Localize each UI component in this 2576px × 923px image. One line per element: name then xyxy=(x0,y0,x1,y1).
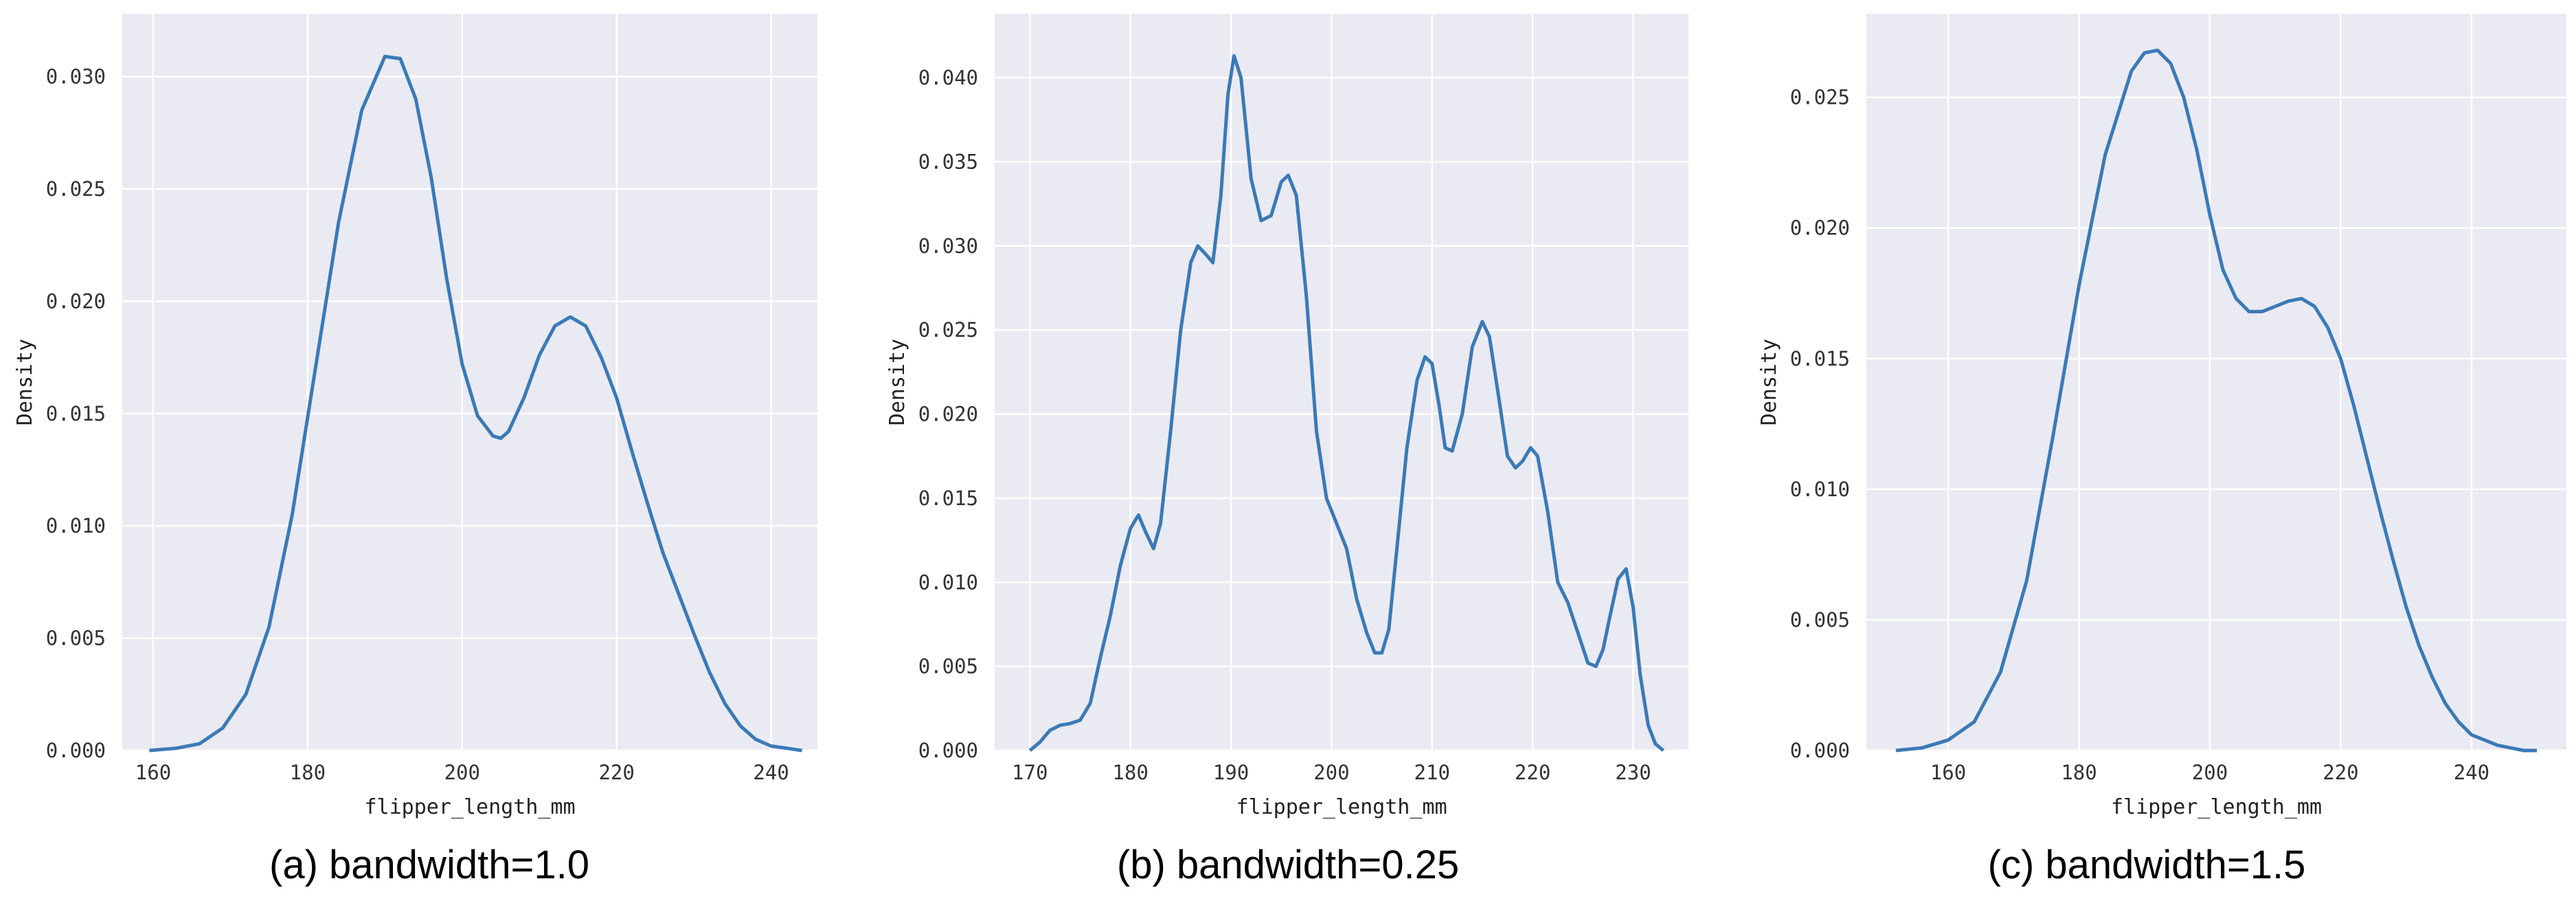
y-tick-label: 0.010 xyxy=(46,514,106,537)
chart-panel: 160 180 200 220 240 0.000 0.005 0.010 0.015 0.020… xyxy=(1717,0,2576,923)
y-tick-label: 0.010 xyxy=(1790,478,1850,501)
x-tick-label: 220 xyxy=(2323,761,2358,784)
plot-area xyxy=(1866,14,2566,750)
y-tick-label: 0.015 xyxy=(918,487,978,510)
kde-chart: 160 180 200 220 240 0.000 0.005 0.010 0.015 0.020… xyxy=(13,14,817,819)
x-tick-label: 160 xyxy=(135,761,171,784)
x-axis-label: flipper_length_mm xyxy=(364,795,575,819)
x-axis-label: flipper_length_mm xyxy=(2111,795,2322,819)
x-tick-label: 200 xyxy=(1313,761,1349,784)
y-tick-label: 0.005 xyxy=(1790,608,1850,632)
y-tick-label: 0.015 xyxy=(46,402,106,425)
y-tick-label: 0.020 xyxy=(1790,216,1850,240)
y-tick-label: 0.030 xyxy=(46,65,106,89)
y-tick-label: 0.030 xyxy=(918,234,978,258)
panel-caption: (c) bandwidth=1.5 xyxy=(1987,843,2306,887)
y-tick-label: 0.015 xyxy=(1790,347,1850,370)
panel-caption: (a) bandwidth=1.0 xyxy=(269,843,589,887)
x-tick-label: 180 xyxy=(1112,761,1148,784)
x-tick-label: 230 xyxy=(1615,761,1651,784)
y-tick-label: 0.010 xyxy=(918,570,978,594)
x-tick-label: 180 xyxy=(2061,761,2097,784)
x-tick-label: 180 xyxy=(290,761,326,784)
y-tick-label: 0.020 xyxy=(918,403,978,426)
y-tick-label: 0.000 xyxy=(918,739,978,762)
y-tick-label: 0.025 xyxy=(1790,86,1850,109)
y-axis-label: Density xyxy=(1757,339,1781,425)
y-axis-label: Density xyxy=(13,339,37,425)
density-curve xyxy=(1895,48,2538,753)
plot-area xyxy=(122,14,817,750)
x-tick-label: 170 xyxy=(1012,761,1048,784)
y-tick-label: 0.000 xyxy=(46,739,106,762)
x-tick-label: 210 xyxy=(1414,761,1450,784)
x-tick-label: 200 xyxy=(2192,761,2228,784)
y-tick-label: 0.020 xyxy=(46,289,106,313)
y-tick-label: 0.005 xyxy=(46,627,106,650)
x-tick-label: 240 xyxy=(753,761,789,784)
y-tick-label: 0.035 xyxy=(918,150,978,173)
density-curve xyxy=(1028,54,1665,752)
plot-area xyxy=(995,14,1688,750)
kde-chart: 170 180 190 200 210 220 230 0.000 0.005 0.010 0.01… xyxy=(885,14,1688,819)
y-axis-label: Density xyxy=(885,339,909,425)
x-tick-label: 200 xyxy=(444,761,480,784)
chart-panel: 170 180 190 200 210 220 230 0.000 0.005 0.010 0.01… xyxy=(859,0,1717,923)
x-tick-label: 190 xyxy=(1213,761,1249,784)
panel-caption: (b) bandwidth=0.25 xyxy=(1116,843,1460,887)
x-tick-label: 220 xyxy=(598,761,634,784)
y-tick-label: 0.025 xyxy=(46,177,106,201)
chart-panel: 160 180 200 220 240 0.000 0.005 0.010 0.015 0.020… xyxy=(0,0,859,923)
y-tick-label: 0.025 xyxy=(918,318,978,342)
x-tick-label: 240 xyxy=(2454,761,2489,784)
x-axis-label: flipper_length_mm xyxy=(1236,795,1447,819)
y-tick-label: 0.000 xyxy=(1790,739,1850,762)
x-tick-label: 160 xyxy=(1930,761,1966,784)
x-tick-label: 220 xyxy=(1515,761,1550,784)
density-curve xyxy=(149,54,802,753)
kde-chart: 160 180 200 220 240 0.000 0.005 0.010 0.015 0.020… xyxy=(1757,14,2566,819)
y-tick-label: 0.005 xyxy=(918,655,978,678)
y-tick-label: 0.040 xyxy=(918,66,978,89)
